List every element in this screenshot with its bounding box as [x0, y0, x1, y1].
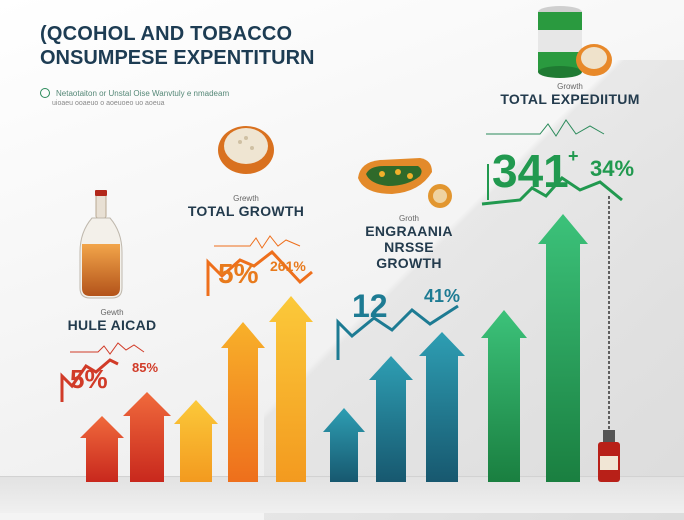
title-line-2: ONSUMPESE EXPENTITURN	[40, 47, 315, 69]
engrania-secondary-value: 41%	[424, 286, 461, 306]
bottle-icon	[79, 190, 123, 299]
bread-bowl-icon	[218, 126, 274, 174]
subtitle-text: Netaotaiton or Unstal Oise Wanvtuly e nm…	[56, 88, 230, 98]
group-title: HULE AICAD	[67, 317, 157, 333]
group-small-label: Gewth	[100, 308, 124, 317]
growth-arrow	[80, 416, 124, 482]
trend-line-green	[481, 176, 623, 206]
group-label-hule: Gewth HULE AICAD	[52, 308, 172, 333]
title-line-1: (QCOHOL AND TOBACCO	[40, 23, 293, 45]
group-label-total-growth: Grewth TOTAL GROWTH	[186, 194, 306, 219]
small-bottle-icon	[598, 430, 620, 482]
total-expenditure-plus-sign: +	[568, 146, 579, 166]
total-expenditure-secondary-value: 34%	[590, 156, 635, 181]
subtitle-note: uioaeu ooaeuo o aoeuoeo uo aoeua	[52, 100, 165, 107]
trend-line-orange	[206, 249, 313, 296]
group-title: ENGRAANIA NRSSE	[365, 223, 453, 255]
total-growth-primary-value: 5%	[218, 258, 259, 289]
group-title: TOTAL GROWTH	[187, 203, 305, 219]
hule-primary-value: 5%	[70, 364, 108, 394]
group-small-label: Growth	[557, 82, 583, 91]
trend-line-red-note	[70, 342, 145, 355]
growth-arrow	[174, 400, 218, 482]
group-label-total-expenditure: Growth TOTAL EXPEDIITUM	[490, 82, 650, 107]
growth-arrow	[221, 322, 265, 482]
can-icon	[538, 6, 612, 78]
page-title: (QCOHOL AND TOBACCO ONSUMPESE EXPENTITUR…	[40, 22, 314, 70]
trend-line-teal	[336, 304, 459, 360]
growth-arrow	[481, 310, 527, 482]
growth-arrow	[269, 296, 313, 482]
growth-arrow	[369, 356, 413, 482]
growth-arrows	[80, 214, 588, 482]
trend-line-green-note	[486, 119, 605, 137]
total-expenditure-primary-value: 341	[492, 145, 569, 197]
group-label-engrania: Groth ENGRAANIA NRSSE GROWTH	[344, 214, 474, 271]
engrania-primary-value: 12	[352, 288, 388, 324]
snack-tray-icon	[358, 158, 452, 208]
growth-arrow	[123, 392, 171, 482]
group-title: TOTAL EXPEDIITUM	[500, 91, 640, 107]
floor	[0, 476, 684, 513]
location-pin-icon	[40, 88, 50, 98]
group-title-line2: GROWTH	[376, 255, 442, 271]
growth-arrow	[323, 408, 365, 482]
trend-line-red	[60, 358, 119, 402]
subtitle: Netaotaiton or Unstal Oise Wanvtuly e nm…	[40, 88, 229, 98]
trend-line-orange-note	[214, 235, 301, 249]
group-small-label: Grewth	[233, 194, 259, 203]
growth-arrow	[538, 214, 588, 482]
group-small-label: Groth	[398, 214, 419, 223]
total-growth-secondary-value: 261%	[270, 258, 306, 274]
growth-arrow	[419, 332, 465, 482]
hule-secondary-value: 85%	[132, 360, 159, 375]
